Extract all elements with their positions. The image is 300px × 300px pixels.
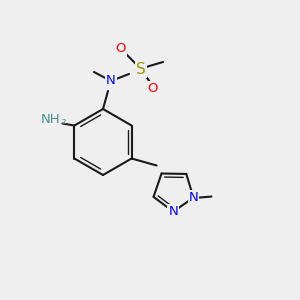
Text: S: S bbox=[136, 61, 146, 76]
Text: N: N bbox=[189, 191, 198, 204]
Text: ₂: ₂ bbox=[61, 116, 66, 127]
Text: N: N bbox=[168, 205, 178, 218]
Text: NH: NH bbox=[40, 113, 60, 126]
Text: O: O bbox=[148, 82, 158, 95]
Text: N: N bbox=[106, 74, 116, 88]
Text: O: O bbox=[116, 43, 126, 56]
